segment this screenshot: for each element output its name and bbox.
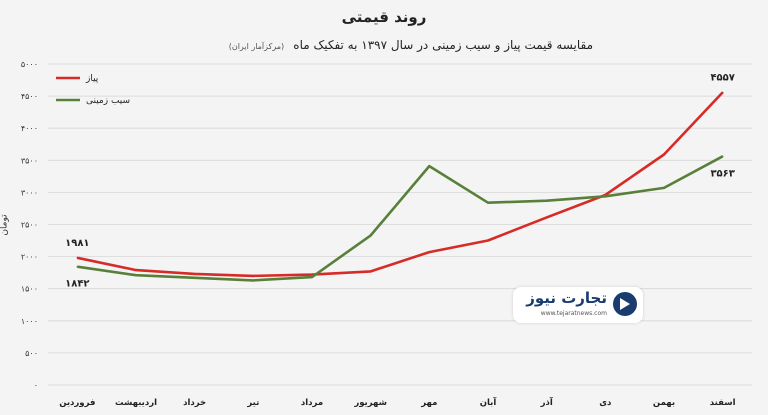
data-point [487, 201, 489, 204]
x-tick-label: دی [599, 398, 612, 408]
logo-url: www.tejaratnews.com [540, 310, 607, 317]
data-point [135, 274, 137, 277]
x-tick-label: مرداد [301, 398, 323, 408]
data-point [545, 216, 548, 219]
series-line [77, 155, 724, 282]
data-point [311, 273, 313, 276]
watermark-logo: تجارت نیوز www.tejaratnews.com [513, 287, 643, 323]
data-point [721, 155, 724, 158]
data-label: ۳۵۶۳ [710, 168, 734, 179]
chart-subtitle-row: مقایسه قیمت پیاز و سیب زمینی در سال ۱۳۹۷… [229, 34, 593, 53]
x-tick-label: آذر [540, 396, 554, 408]
data-point [193, 273, 196, 275]
data-point [428, 165, 431, 167]
y-tick-label: ۱۵۰۰ [21, 285, 38, 294]
chart-source-note: (مرکزآمار ایران) [228, 42, 285, 51]
logo-arrow-icon [613, 292, 637, 316]
x-tick-label: خرداد [183, 398, 206, 408]
y-tick-label: ۴۰۰۰ [21, 124, 38, 133]
data-point [545, 199, 548, 202]
x-tick-label: بهمن [653, 398, 675, 408]
data-point [604, 195, 607, 198]
x-tick-label: اسفند [710, 398, 736, 408]
data-point [721, 91, 724, 94]
x-tick-label: شهریور [353, 398, 387, 408]
data-point [252, 279, 255, 282]
y-tick-label: ۱۰۰۰ [21, 317, 38, 326]
y-tick-label: ۰ [34, 381, 38, 390]
data-point [369, 270, 372, 273]
data-label: ۱۸۴۲ [65, 279, 89, 290]
x-tick-label: آبان [480, 396, 498, 408]
data-point [193, 276, 196, 279]
chart-subtitle: مقایسه قیمت پیاز و سیب زمینی در سال ۱۳۹۷… [293, 38, 593, 52]
x-tick-label: فروردین [59, 398, 95, 408]
y-tick-label: ۳۵۰۰ [21, 156, 38, 165]
y-tick-label: ۴۵۰۰ [21, 92, 38, 101]
y-tick-label: ۵۰۰۰ [21, 60, 38, 69]
y-tick-label: ۲۰۰۰ [21, 253, 38, 262]
y-tick-label: ۲۵۰۰ [21, 221, 38, 230]
x-axis-ticks: فروردین اردیبهشت خرداد تیر مرداد شهریور مهر آبا… [59, 396, 735, 408]
data-point [428, 251, 431, 253]
gridlines [48, 63, 752, 386]
y-axis-ticks: ۰ ۵۰۰ ۱۰۰۰ ۱۵۰۰ ۲۰۰۰ ۲۵۰۰ ۳۰۰۰ ۳۵۰۰ ۴۰۰۰ ۴۵۰۰ ۵۰۰۰ [21, 60, 38, 390]
data-label: ۴۵۵۷ [710, 72, 734, 83]
legend-label: پیاز [85, 74, 99, 84]
data-point [76, 257, 79, 259]
series-line [77, 91, 724, 278]
data-point [76, 265, 79, 268]
data-point [663, 153, 665, 156]
data-point [663, 187, 665, 189]
data-point [135, 269, 137, 271]
data-labels: ۱۹۸۱ ۴۵۵۷ ۱۸۴۲ ۳۵۶۳ [65, 72, 735, 289]
data-point [252, 275, 255, 277]
data-point [369, 234, 372, 237]
legend: پیاز سیب زمینی [56, 74, 130, 106]
x-tick-label: اردیبهشت [115, 398, 157, 408]
chart-title: روند قیمتی [341, 8, 427, 26]
series-lines [76, 91, 724, 282]
data-point [487, 239, 489, 242]
y-tick-label: ۳۰۰۰ [21, 188, 38, 197]
legend-label: سیب زمینی [86, 96, 130, 106]
y-tick-label: ۵۰۰ [25, 349, 38, 358]
data-label: ۱۹۸۱ [65, 238, 89, 249]
x-tick-label: مهر [420, 398, 437, 408]
logo-name: تجارت نیوز [526, 289, 607, 307]
data-point [311, 276, 313, 278]
x-tick-label: تیر [246, 398, 259, 408]
